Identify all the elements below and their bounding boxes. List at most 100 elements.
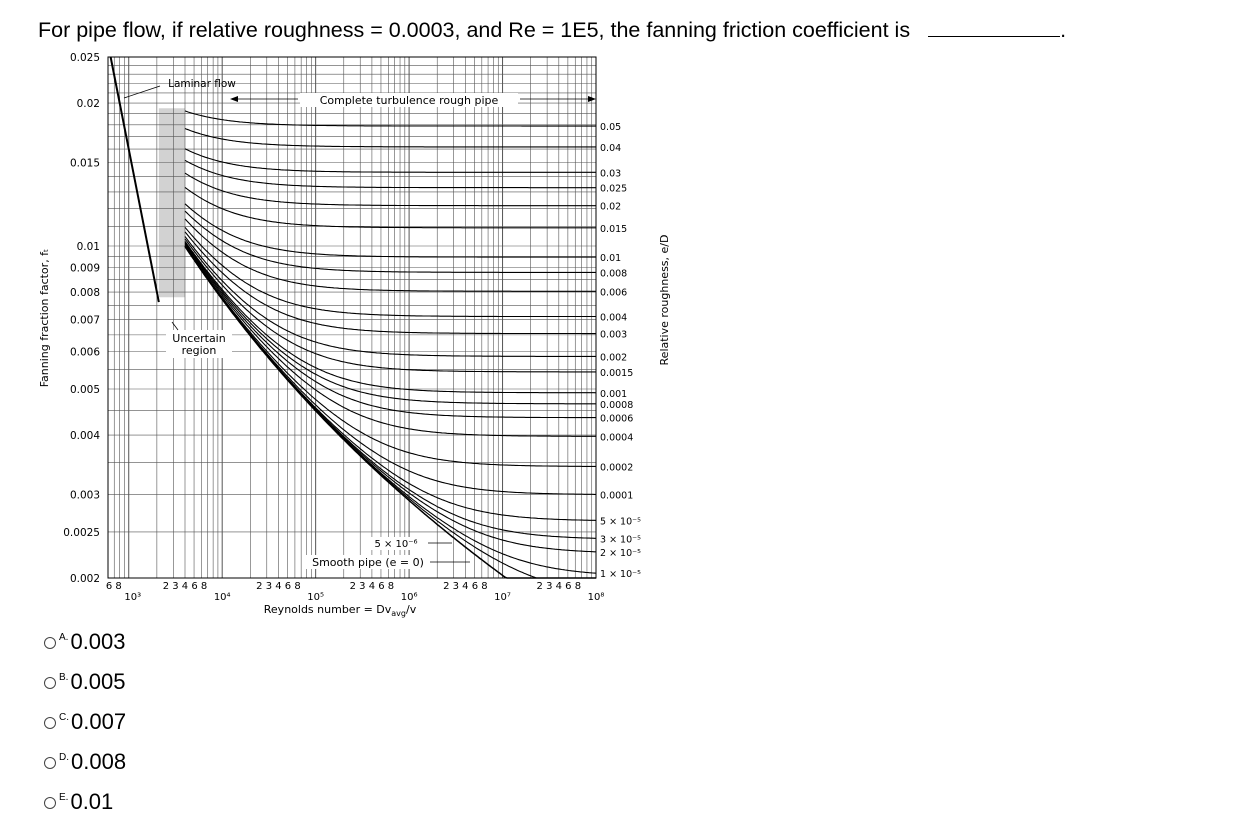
roughness-curve	[184, 245, 596, 467]
roughness-curve	[184, 236, 596, 357]
turbulence-label-bg	[300, 93, 518, 107]
question-text: For pipe flow, if relative roughness = 0…	[38, 18, 911, 42]
x-axis-label: Reynolds number = Dvavg/v	[264, 603, 417, 618]
smooth-label-bg	[306, 555, 430, 569]
roughness-curve	[184, 127, 596, 148]
roughness-label: 0.004	[600, 313, 627, 324]
y-tick-label: 0.004	[70, 430, 100, 442]
y-tick-label: 0.006	[70, 346, 100, 358]
option-b-text: 0.005	[70, 669, 126, 694]
laminar-line	[109, 56, 160, 303]
roughness-curve	[184, 203, 596, 258]
y-tick-label: 0.002	[70, 573, 100, 585]
roughness-curve	[184, 110, 596, 127]
option-a-radio[interactable]	[44, 637, 56, 649]
roughness-curve	[184, 231, 596, 335]
roughness-label: 3 × 10⁻⁵	[600, 534, 641, 545]
roughness-label: 0.0008	[600, 400, 633, 411]
roughness-label: 0.0006	[600, 414, 633, 425]
y-axis-label: Fanning fraction factor, fₜ	[38, 249, 51, 388]
roughness-curve	[184, 210, 596, 273]
roughness-label: 5 × 10⁻⁵	[600, 516, 641, 527]
uncertain-leader	[171, 321, 179, 331]
answer-options: A. 0.003 B. 0.005 C. 0.007 D. 0.008 E. 0…	[44, 620, 126, 820]
y-tick-label: 0.015	[70, 157, 100, 169]
y-tick-label: 0.009	[70, 263, 100, 275]
y-tick-label: 0.005	[70, 384, 100, 396]
y-tick-label: 0.003	[70, 489, 100, 501]
x-decade-label: 10³	[124, 592, 141, 603]
roughness-label: 0.001	[600, 389, 627, 400]
x-decade-label: 10⁴	[214, 592, 231, 603]
x-minor-labels: 2 3 4 6 8	[350, 581, 395, 592]
roughness-label: 0.006	[600, 287, 627, 298]
roughness-label: 0.015	[600, 224, 627, 235]
roughness-curve	[184, 245, 596, 495]
option-e[interactable]: E. 0.01	[44, 780, 126, 820]
option-d-text: 0.008	[71, 749, 127, 774]
grid-lines	[108, 56, 596, 579]
roughness-curve	[184, 240, 597, 394]
y-tick-label: 0.01	[77, 241, 100, 253]
right-axis-label: Relative roughness, e/D	[658, 235, 671, 366]
x-minor-labels: 2 3 4 6 8	[256, 581, 301, 592]
x-decade-label: 10⁶	[401, 592, 418, 603]
roughness-curve	[184, 244, 596, 437]
roughness-label: 0.0004	[600, 432, 633, 443]
roughness-curves	[184, 110, 597, 579]
moody-chart: 0.025 0.02 0.015 0.01 0.009 0.008 0.007 0.006 0.…	[38, 52, 671, 618]
y-tick-label: 0.008	[70, 287, 100, 299]
option-d-radio[interactable]	[44, 757, 56, 769]
roughness-label: 1 × 10⁻⁵	[600, 569, 641, 580]
x-minor-labels: 6 8	[106, 581, 122, 592]
roughness-curve	[184, 238, 596, 373]
smooth-pipe-label: Smooth pipe (e = 0)	[312, 556, 424, 569]
roughness-label: 0.05	[600, 122, 621, 133]
roughness-curve	[184, 242, 596, 419]
roughness-curve-5e-6	[184, 246, 596, 579]
option-b-radio[interactable]	[44, 677, 56, 689]
x-minor-labels: 2 3 4 6 8	[537, 581, 582, 592]
plot-frame	[107, 56, 597, 579]
option-a[interactable]: A. 0.003	[44, 620, 126, 660]
laminar-flow-label: Laminar flow	[168, 78, 236, 90]
uncertain-label-bg	[166, 330, 232, 358]
y-tick-label: 0.007	[70, 315, 100, 327]
roughness-label: 0.02	[600, 202, 621, 213]
x-decade-label: 10⁵	[307, 592, 324, 603]
roughness-label: 0.04	[600, 143, 621, 154]
option-b[interactable]: B. 0.005	[44, 660, 126, 700]
roughness-label: 0.03	[600, 168, 621, 179]
y-tick-label: 0.025	[70, 52, 100, 64]
option-c[interactable]: C. 0.007	[44, 700, 126, 740]
option-d-letter: D.	[59, 752, 69, 763]
option-e-text: 0.01	[70, 789, 114, 814]
uncertain-region-shade	[158, 108, 185, 298]
x-minor-labels: 2 3 4 6 8	[163, 581, 208, 592]
option-d[interactable]: D. 0.008	[44, 740, 126, 780]
roughness-label: 2 × 10⁻⁵	[600, 548, 641, 559]
option-b-letter: B.	[59, 672, 69, 683]
small-roughness-label: 5 × 10⁻⁶	[374, 539, 417, 550]
option-a-text: 0.003	[70, 629, 126, 654]
arrowhead-right-icon	[588, 96, 596, 102]
small-roughness-bg	[366, 537, 426, 550]
question-suffix: .	[1060, 18, 1067, 42]
x-decade-label: 10⁷	[494, 592, 511, 603]
option-c-text: 0.007	[71, 709, 127, 734]
option-c-radio[interactable]	[44, 717, 56, 729]
arrowhead-left-icon	[230, 96, 238, 102]
roughness-label: 0.008	[600, 268, 627, 279]
uncertain-label-2: region	[182, 344, 217, 357]
smooth-pipe-curve	[184, 245, 596, 579]
roughness-label: 0.0001	[600, 490, 633, 501]
roughness-label: 0.0002	[600, 462, 633, 473]
y-tick-label: 0.0025	[63, 527, 100, 539]
uncertain-label-1: Uncertain	[172, 332, 225, 345]
option-e-radio[interactable]	[44, 797, 56, 809]
answer-blank	[928, 18, 1061, 37]
roughness-curve	[184, 148, 596, 173]
x-minor-labels: 2 3 4 6 8	[443, 581, 488, 592]
option-c-letter: C.	[59, 712, 69, 723]
option-e-letter: E.	[59, 792, 69, 803]
